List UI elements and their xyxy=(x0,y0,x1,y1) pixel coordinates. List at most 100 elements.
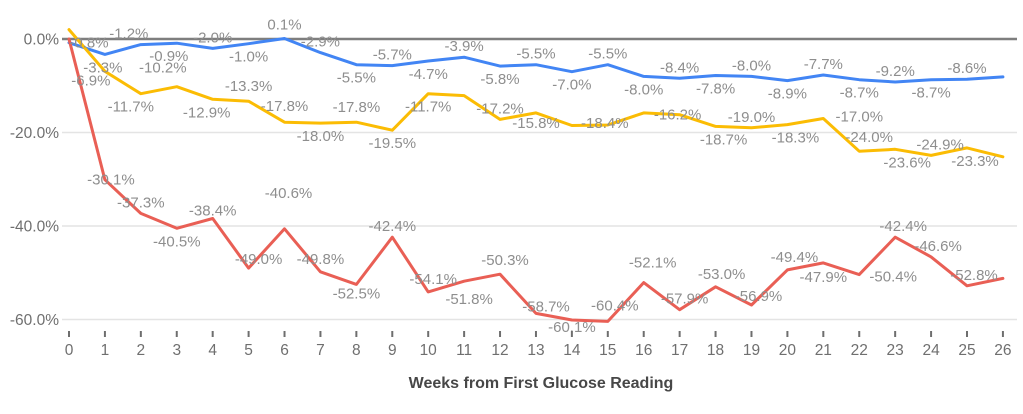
x-axis-title: Weeks from First Glucose Reading xyxy=(409,375,674,392)
data-label: -8.7% xyxy=(840,85,879,102)
data-label: -38.4% xyxy=(189,203,237,220)
data-label: -0.9% xyxy=(149,48,188,65)
data-label: -52.8% xyxy=(950,267,998,284)
data-label: -9.2% xyxy=(876,63,915,80)
data-label: -0.8% xyxy=(69,35,108,52)
y-axis-label: 0.0% xyxy=(24,32,60,49)
data-label: -8.7% xyxy=(912,85,951,102)
x-axis: 0 1 2 3 4 5 6 7 8 9 10 11 12 13 14 15 16 17 18 19 20 21 22 23 24… xyxy=(65,331,1012,359)
data-label: -17.8% xyxy=(333,99,381,116)
data-label: -7.8% xyxy=(696,81,735,98)
data-label: -18.0% xyxy=(297,128,345,145)
data-label: -5.5% xyxy=(516,46,555,63)
red-series-line xyxy=(67,37,1005,323)
x-tick-label: 10 xyxy=(420,342,438,359)
x-tick-label: 14 xyxy=(563,342,581,359)
x-tick-label: 16 xyxy=(635,342,652,359)
data-label: -8.9% xyxy=(768,86,807,103)
x-tick-label: 1 xyxy=(101,342,110,359)
x-tick-label: 17 xyxy=(671,342,688,359)
x-tick-label: 12 xyxy=(491,342,508,359)
data-label: -24.0% xyxy=(845,129,893,146)
data-label: -2.0% xyxy=(193,29,232,46)
data-label: -1.2% xyxy=(109,26,148,43)
data-label: -17.0% xyxy=(836,109,884,126)
data-label: -13.3% xyxy=(225,78,273,95)
data-label: -50.4% xyxy=(869,269,917,286)
data-label: -12.9% xyxy=(183,104,231,121)
data-label: -57.9% xyxy=(661,291,709,308)
x-tick-label: 26 xyxy=(994,342,1011,359)
blue-series-line xyxy=(67,37,1005,84)
data-label: -5.8% xyxy=(480,71,519,88)
x-tick-label: 6 xyxy=(280,342,289,359)
x-tick-label: 24 xyxy=(922,342,940,359)
y-axis-label: -40.0% xyxy=(10,219,59,236)
data-label: -23.3% xyxy=(951,153,999,170)
data-label: -7.0% xyxy=(552,77,591,94)
data-label: -30.1% xyxy=(87,172,135,189)
x-tick-label: 11 xyxy=(456,342,472,359)
x-tick-label: 18 xyxy=(707,342,724,359)
data-label: -60.4% xyxy=(591,297,639,314)
data-label: -18.3% xyxy=(772,130,820,147)
y-axis-label: -60.0% xyxy=(10,312,59,329)
x-tick-label: 20 xyxy=(779,342,797,359)
x-tick-label: 4 xyxy=(208,342,217,359)
x-tick-label: 23 xyxy=(887,342,904,359)
data-label: -4.7% xyxy=(409,66,448,83)
data-label: -17.2% xyxy=(476,100,524,117)
data-label: -60.1% xyxy=(548,319,596,336)
data-label: -50.3% xyxy=(481,252,529,269)
x-tick-label: 8 xyxy=(352,342,361,359)
x-tick-label: 9 xyxy=(388,342,397,359)
data-label: -42.4% xyxy=(879,218,927,235)
data-label: -19.5% xyxy=(369,135,417,152)
data-label: -40.5% xyxy=(153,233,201,250)
x-tick-label: 3 xyxy=(172,342,181,359)
data-label: -49.0% xyxy=(235,251,283,268)
data-label: -46.6% xyxy=(914,238,962,255)
data-label: -3.3% xyxy=(83,59,122,76)
data-label: -49.4% xyxy=(771,249,819,266)
data-label: -56.9% xyxy=(735,288,783,305)
data-label: -6.9% xyxy=(71,72,110,89)
data-label: -52.5% xyxy=(333,285,381,302)
data-label: -16.2% xyxy=(654,107,702,124)
data-label: -2.9% xyxy=(301,34,340,51)
data-label: -8.0% xyxy=(624,81,663,98)
data-label: 0.1% xyxy=(267,17,301,34)
y-axis-label: -20.0% xyxy=(10,125,59,142)
x-tick-label: 19 xyxy=(743,342,760,359)
data-label: -24.9% xyxy=(916,136,964,153)
data-labels: -0.8% -3.3% -1.2%-0.9% -2.0% -1.0% 0.1%-2.9% -… xyxy=(69,17,998,337)
data-label: -8.4% xyxy=(660,59,699,76)
series-lines xyxy=(67,28,1005,323)
data-label: -49.8% xyxy=(297,251,345,268)
data-label: -10.2% xyxy=(139,60,187,77)
yellow-series-line xyxy=(67,28,1005,159)
data-label: -18.4% xyxy=(581,115,629,132)
x-tick-label: 13 xyxy=(527,342,544,359)
gridlines: 0.0% -20.0% -40.0% -60.0% xyxy=(10,32,1017,329)
data-label: -47.9% xyxy=(800,269,848,286)
data-label: -8.6% xyxy=(947,60,986,77)
x-tick-label: 2 xyxy=(137,342,146,359)
data-label: -53.0% xyxy=(698,266,746,283)
data-label: -19.0% xyxy=(728,109,776,126)
data-label: -42.4% xyxy=(369,218,417,235)
x-tick-label: 15 xyxy=(599,342,616,359)
data-label: -54.1% xyxy=(409,271,457,288)
x-tick-label: 21 xyxy=(815,342,832,359)
data-label: -7.7% xyxy=(804,56,843,73)
data-label: -58.7% xyxy=(522,298,570,315)
x-tick-label: 7 xyxy=(316,342,325,359)
data-label: -5.7% xyxy=(373,47,412,64)
data-label: -5.5% xyxy=(337,70,376,87)
data-label: -15.8% xyxy=(512,115,560,132)
data-label: -11.7% xyxy=(108,99,154,116)
x-tick-label: 0 xyxy=(65,342,74,359)
x-tick-label: 25 xyxy=(958,342,975,359)
